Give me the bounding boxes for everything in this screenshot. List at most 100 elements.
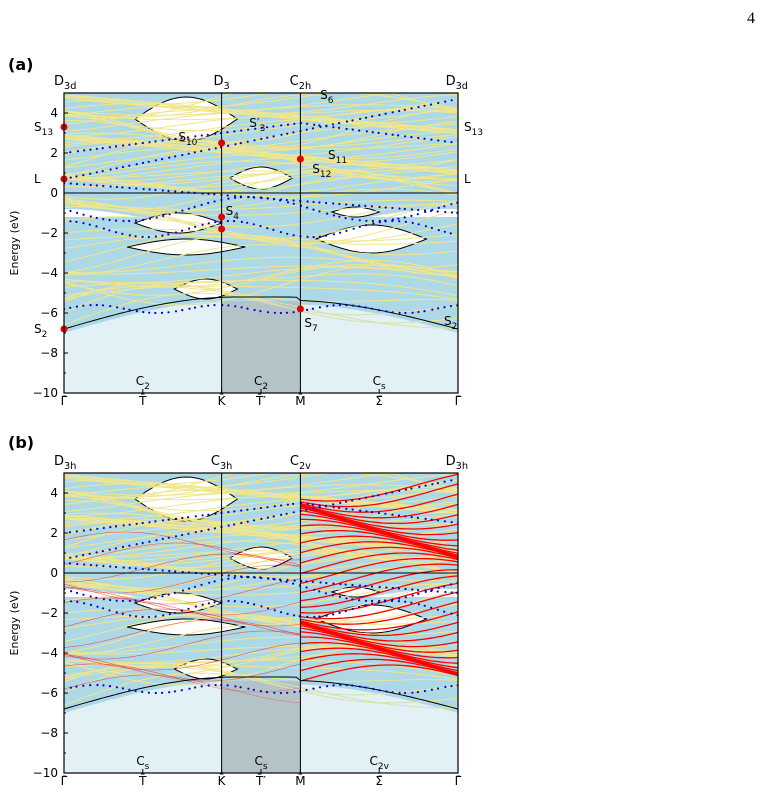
odd-band	[300, 513, 458, 547]
surface-state-dot	[305, 508, 308, 511]
special-point	[296, 155, 304, 163]
surface-state-dot	[385, 310, 388, 313]
surface-state-dot	[418, 485, 421, 488]
surface-state-dot	[180, 609, 183, 612]
slab-band	[64, 93, 276, 105]
surface-state-dot	[404, 587, 407, 591]
surface-state-dot	[312, 200, 315, 204]
surface-state-dot	[312, 507, 315, 510]
surface-state-dot	[404, 488, 407, 491]
surface-state-dot	[404, 135, 407, 138]
odd-band	[300, 569, 458, 602]
surface-state-dot	[377, 309, 381, 312]
slab-band	[64, 488, 458, 512]
surface-state-dot	[128, 234, 131, 237]
surface-state-dot	[377, 511, 380, 515]
odd-band	[300, 535, 458, 558]
slab-band	[64, 596, 458, 624]
surface-state-dot	[141, 521, 144, 525]
surface-state-dot	[233, 130, 236, 133]
surface-state-dot	[200, 530, 203, 533]
surface-state-dot	[450, 203, 453, 206]
state-annotation: S11	[328, 148, 347, 166]
surface-state-dot	[364, 686, 367, 689]
state-annotation: L	[34, 172, 41, 186]
y-tick-label: 4	[50, 106, 58, 120]
surface-state-dot	[265, 126, 269, 129]
surface-state-dot	[417, 223, 420, 226]
surface-state-dot	[109, 565, 112, 568]
surface-state-dot	[194, 605, 197, 608]
odd-band	[64, 553, 301, 583]
surface-state-dot	[148, 521, 151, 524]
surface-state-dot	[233, 523, 236, 526]
surface-state-dot	[75, 555, 78, 558]
surface-state-dot	[69, 220, 72, 223]
surface-state-dot	[116, 306, 119, 309]
surface-state-dot	[141, 615, 144, 619]
surface-state-dot	[339, 501, 342, 504]
surface-state-dot	[109, 185, 112, 188]
surface-state-dot	[134, 219, 137, 222]
lower-continuum	[64, 681, 458, 773]
surface-state-dot	[437, 101, 440, 105]
surface-state-dot	[398, 109, 401, 113]
surface-state-dot	[135, 522, 138, 525]
surface-state-dot	[194, 686, 197, 689]
surface-state-dot	[154, 596, 157, 599]
surface-state-dot	[82, 684, 85, 687]
odd-band	[300, 636, 458, 669]
surface-state-dot	[69, 209, 72, 213]
surface-state-dot	[174, 190, 177, 193]
surface-state-dot	[167, 518, 170, 521]
surface-state-dot	[311, 307, 314, 310]
surface-state-dot	[89, 148, 92, 151]
slab-band	[64, 147, 458, 169]
surface-state-dot	[142, 188, 145, 191]
surface-state-dot	[450, 685, 453, 688]
surface-state-dot	[234, 685, 237, 688]
surface-state-dot	[187, 532, 190, 535]
surface-state-dot	[109, 168, 112, 171]
surface-state-dot	[424, 484, 427, 487]
surface-state-dot	[141, 161, 145, 164]
surface-state-dot	[95, 147, 98, 150]
surface-state-dot	[293, 579, 296, 582]
surface-state-dot	[345, 120, 349, 123]
surface-state-dot	[272, 125, 275, 128]
surface-state-dot	[95, 184, 98, 187]
surface-state-dot	[128, 566, 131, 570]
odd-band	[300, 575, 458, 608]
surface-state-dot	[411, 691, 414, 694]
surface-state-dot	[102, 218, 105, 221]
slab-band	[64, 106, 458, 128]
surface-state-dot	[101, 304, 105, 307]
surface-state-dot	[437, 206, 440, 209]
surface-state-dot	[69, 556, 72, 559]
surface-state-dot	[252, 519, 256, 522]
surface-state-dot	[351, 499, 354, 502]
surface-state-dot	[306, 615, 309, 619]
surface-state-dot	[410, 107, 413, 110]
surface-state-dot	[344, 583, 347, 586]
surface-state-dot	[75, 530, 78, 533]
surface-state-dot	[318, 615, 321, 618]
slab-band	[64, 204, 458, 216]
surface-state-dot	[280, 611, 283, 614]
surface-state-dot	[365, 510, 368, 513]
surface-state-dot	[436, 519, 439, 522]
slab-band	[64, 135, 458, 156]
surface-state-dot	[154, 568, 157, 572]
surface-state-dot	[121, 599, 124, 603]
odd-band	[300, 622, 458, 642]
surface-state-dot	[450, 479, 453, 482]
surface-state-dot	[371, 219, 374, 223]
surface-state-dot	[311, 580, 314, 584]
surface-state-dot	[121, 545, 125, 549]
surface-state-dot	[101, 170, 104, 173]
surface-state-dot	[259, 225, 262, 228]
surface-state-dot	[109, 598, 112, 602]
surface-state-dot	[332, 214, 335, 217]
surface-state-dot	[338, 202, 341, 206]
surface-state-dot	[181, 533, 184, 537]
